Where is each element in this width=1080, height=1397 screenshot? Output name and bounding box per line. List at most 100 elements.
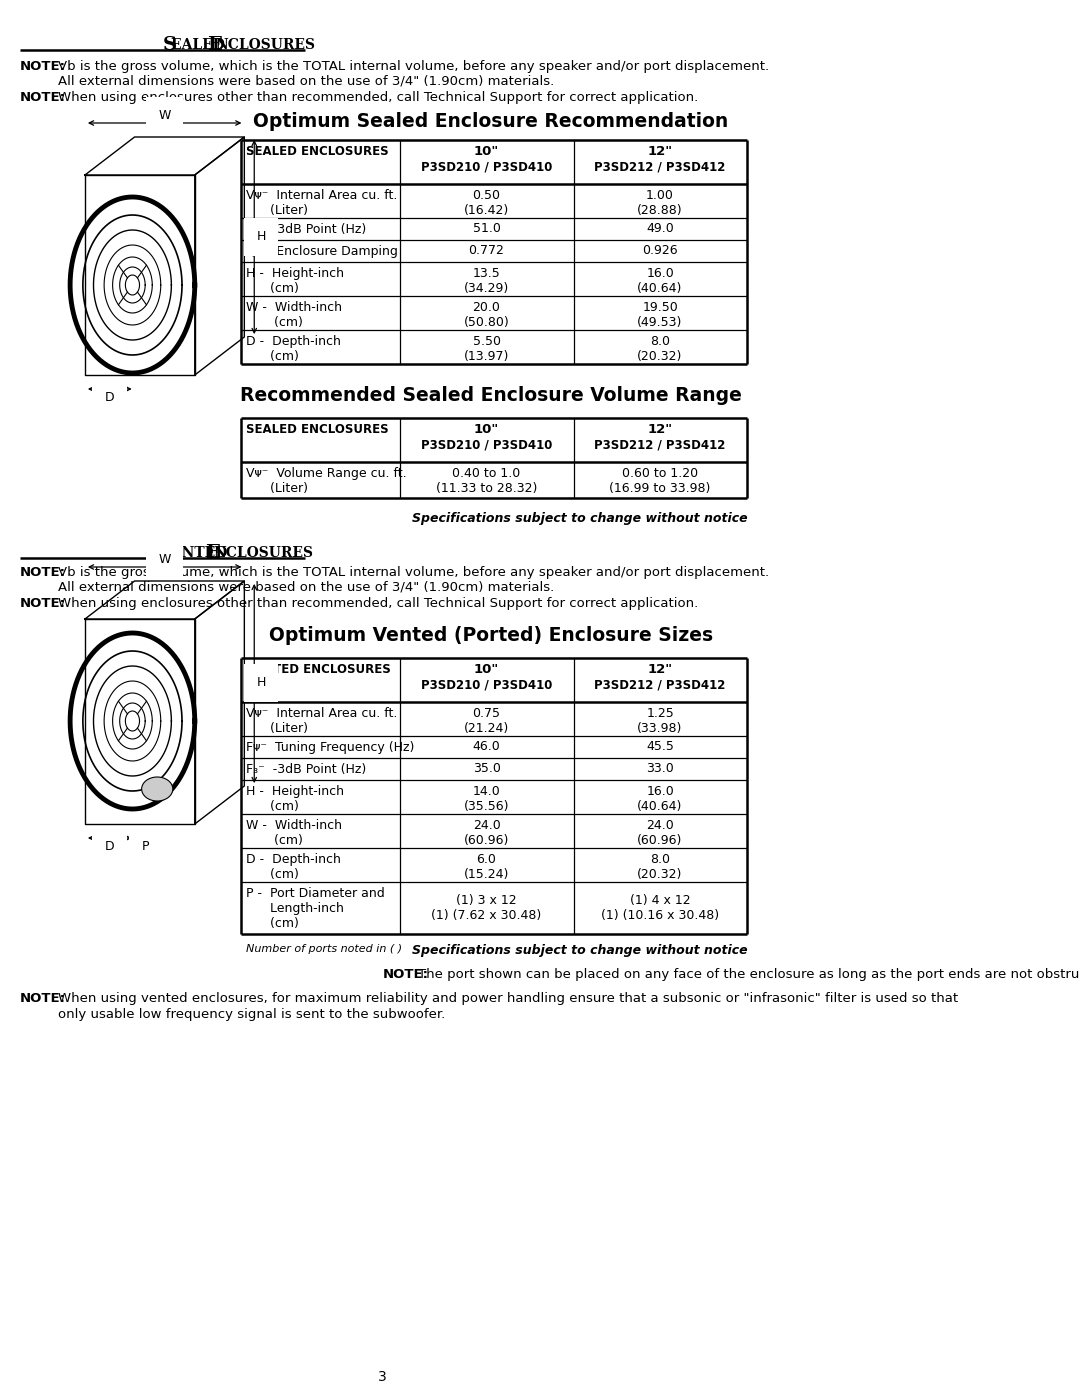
- Text: 3: 3: [378, 1370, 387, 1384]
- Text: Length-inch: Length-inch: [246, 902, 343, 915]
- Text: 8.0: 8.0: [650, 854, 670, 866]
- Text: 12": 12": [648, 423, 673, 436]
- Text: (34.29): (34.29): [464, 282, 509, 295]
- Text: SEALED ENCLOSURES: SEALED ENCLOSURES: [246, 145, 389, 158]
- Text: (1) (7.62 x 30.48): (1) (7.62 x 30.48): [431, 909, 542, 922]
- Text: 0.75: 0.75: [473, 707, 500, 719]
- Text: W: W: [158, 553, 171, 566]
- Text: 0.926: 0.926: [643, 244, 678, 257]
- Text: D: D: [105, 840, 114, 854]
- Text: Vb is the gross volume, which is the TOTAL internal volume, before any speaker a: Vb is the gross volume, which is the TOT…: [58, 60, 769, 73]
- Text: F₃⁻  -3dB Point (Hz): F₃⁻ -3dB Point (Hz): [246, 763, 366, 775]
- Text: (cm): (cm): [246, 916, 299, 930]
- Text: Fᴪ⁻  Tuning Frequency (Hz): Fᴪ⁻ Tuning Frequency (Hz): [246, 740, 414, 753]
- Text: E: E: [207, 36, 222, 54]
- Text: When using enclosures other than recommended, call Technical Support for correct: When using enclosures other than recomme…: [58, 91, 699, 103]
- Text: NOTE:: NOTE:: [19, 91, 66, 103]
- Text: NOTE:: NOTE:: [19, 566, 66, 578]
- Text: (1) 4 x 12: (1) 4 x 12: [630, 894, 690, 907]
- Text: (15.24): (15.24): [463, 868, 510, 882]
- Text: (cm): (cm): [246, 351, 299, 363]
- Text: (33.98): (33.98): [637, 722, 683, 735]
- Text: H: H: [256, 231, 266, 243]
- Text: 13.5: 13.5: [473, 267, 500, 279]
- Text: VENTED ENCLOSURES: VENTED ENCLOSURES: [246, 664, 391, 676]
- Text: 35.0: 35.0: [473, 763, 500, 775]
- Text: (21.24): (21.24): [464, 722, 509, 735]
- Text: (20.32): (20.32): [637, 351, 683, 363]
- Text: S: S: [163, 36, 177, 54]
- Text: P3SD210 / P3SD410: P3SD210 / P3SD410: [421, 161, 552, 173]
- Text: NOTE:: NOTE:: [19, 992, 66, 1004]
- Text: Qtc- Enclosure Damping: Qtc- Enclosure Damping: [246, 244, 397, 257]
- Text: only usable low frequency signal is sent to the subwoofer.: only usable low frequency signal is sent…: [58, 1009, 445, 1021]
- Text: 8.0: 8.0: [650, 335, 670, 348]
- Text: 10": 10": [474, 423, 499, 436]
- Text: The port shown can be placed on any face of the enclosure as long as the port en: The port shown can be placed on any face…: [418, 968, 1080, 981]
- Text: Recommended Sealed Enclosure Volume Range: Recommended Sealed Enclosure Volume Rang…: [240, 386, 742, 405]
- Text: (Liter): (Liter): [246, 722, 308, 735]
- Text: 0.40 to 1.0: 0.40 to 1.0: [453, 467, 521, 481]
- Text: 20.0: 20.0: [473, 300, 500, 314]
- Text: 24.0: 24.0: [646, 819, 674, 833]
- Text: V: V: [163, 543, 178, 562]
- Text: 16.0: 16.0: [646, 267, 674, 279]
- Text: H: H: [256, 676, 266, 690]
- Text: (50.80): (50.80): [463, 316, 510, 330]
- Text: 1.00: 1.00: [646, 189, 674, 203]
- Text: D: D: [105, 391, 114, 404]
- Text: P3SD212 / P3SD412: P3SD212 / P3SD412: [594, 678, 726, 692]
- Text: (Liter): (Liter): [246, 482, 308, 495]
- Text: (11.33 to 28.32): (11.33 to 28.32): [436, 482, 537, 495]
- Text: (13.97): (13.97): [463, 351, 510, 363]
- Text: 0.60 to 1.20: 0.60 to 1.20: [622, 467, 698, 481]
- Text: SEALED ENCLOSURES: SEALED ENCLOSURES: [246, 423, 389, 436]
- Text: 12": 12": [648, 145, 673, 158]
- Text: Vb is the gross volume, which is the TOTAL internal volume, before any speaker a: Vb is the gross volume, which is the TOT…: [58, 566, 769, 578]
- Text: W: W: [158, 109, 171, 122]
- Text: (cm): (cm): [246, 834, 302, 847]
- Text: 6.0: 6.0: [476, 854, 497, 866]
- Text: (60.96): (60.96): [637, 834, 683, 847]
- Text: 33.0: 33.0: [646, 763, 674, 775]
- Text: H -  Height-inch: H - Height-inch: [246, 785, 343, 798]
- Text: P3SD212 / P3SD412: P3SD212 / P3SD412: [594, 161, 726, 173]
- Text: Specifications subject to change without notice: Specifications subject to change without…: [411, 944, 747, 957]
- Text: (Liter): (Liter): [246, 204, 308, 217]
- Text: 5.50: 5.50: [473, 335, 500, 348]
- Text: All external dimensions were based on the use of 3/4" (1.90cm) materials.: All external dimensions were based on th…: [58, 75, 554, 88]
- Text: ENTED: ENTED: [171, 546, 232, 560]
- Text: W -  Width-inch: W - Width-inch: [246, 300, 341, 314]
- Text: F₃⁻  -3dB Point (Hz): F₃⁻ -3dB Point (Hz): [246, 222, 366, 236]
- Text: H -  Height-inch: H - Height-inch: [246, 267, 343, 279]
- Text: NCLOSURES: NCLOSURES: [215, 38, 315, 52]
- Text: Vᴪ⁻  Internal Area cu. ft.: Vᴪ⁻ Internal Area cu. ft.: [246, 707, 397, 719]
- Text: (cm): (cm): [246, 316, 302, 330]
- Text: Vᴪ⁻  Internal Area cu. ft.: Vᴪ⁻ Internal Area cu. ft.: [246, 189, 397, 203]
- Text: Specifications subject to change without notice: Specifications subject to change without…: [411, 511, 747, 525]
- Text: 19.50: 19.50: [643, 300, 678, 314]
- Text: All external dimensions were based on the use of 3/4" (1.90cm) materials.: All external dimensions were based on th…: [58, 581, 554, 594]
- Text: P -  Port Diameter and: P - Port Diameter and: [246, 887, 384, 900]
- Text: 51.0: 51.0: [473, 222, 500, 236]
- Text: D -  Depth-inch: D - Depth-inch: [246, 335, 340, 348]
- Text: 0.50: 0.50: [473, 189, 500, 203]
- Text: When using enclosures other than recommended, call Technical Support for correct: When using enclosures other than recomme…: [58, 597, 699, 610]
- Text: W -  Width-inch: W - Width-inch: [246, 819, 341, 833]
- Text: (cm): (cm): [246, 800, 299, 813]
- Text: 1.25: 1.25: [646, 707, 674, 719]
- Text: Optimum Vented (Ported) Enclosure Sizes: Optimum Vented (Ported) Enclosure Sizes: [269, 626, 713, 645]
- Ellipse shape: [141, 777, 173, 800]
- Text: (49.53): (49.53): [637, 316, 683, 330]
- Text: When using vented enclosures, for maximum reliability and power handling ensure : When using vented enclosures, for maximu…: [58, 992, 958, 1004]
- Text: (cm): (cm): [246, 282, 299, 295]
- Text: Optimum Sealed Enclosure Recommendation: Optimum Sealed Enclosure Recommendation: [253, 112, 728, 131]
- Text: 45.5: 45.5: [646, 740, 674, 753]
- Text: 24.0: 24.0: [473, 819, 500, 833]
- Text: EALED: EALED: [171, 38, 229, 52]
- Text: P3SD210 / P3SD410: P3SD210 / P3SD410: [421, 678, 552, 692]
- Text: (1) 3 x 12: (1) 3 x 12: [456, 894, 517, 907]
- Text: 12": 12": [648, 664, 673, 676]
- Text: (16.42): (16.42): [464, 204, 509, 217]
- Text: 46.0: 46.0: [473, 740, 500, 753]
